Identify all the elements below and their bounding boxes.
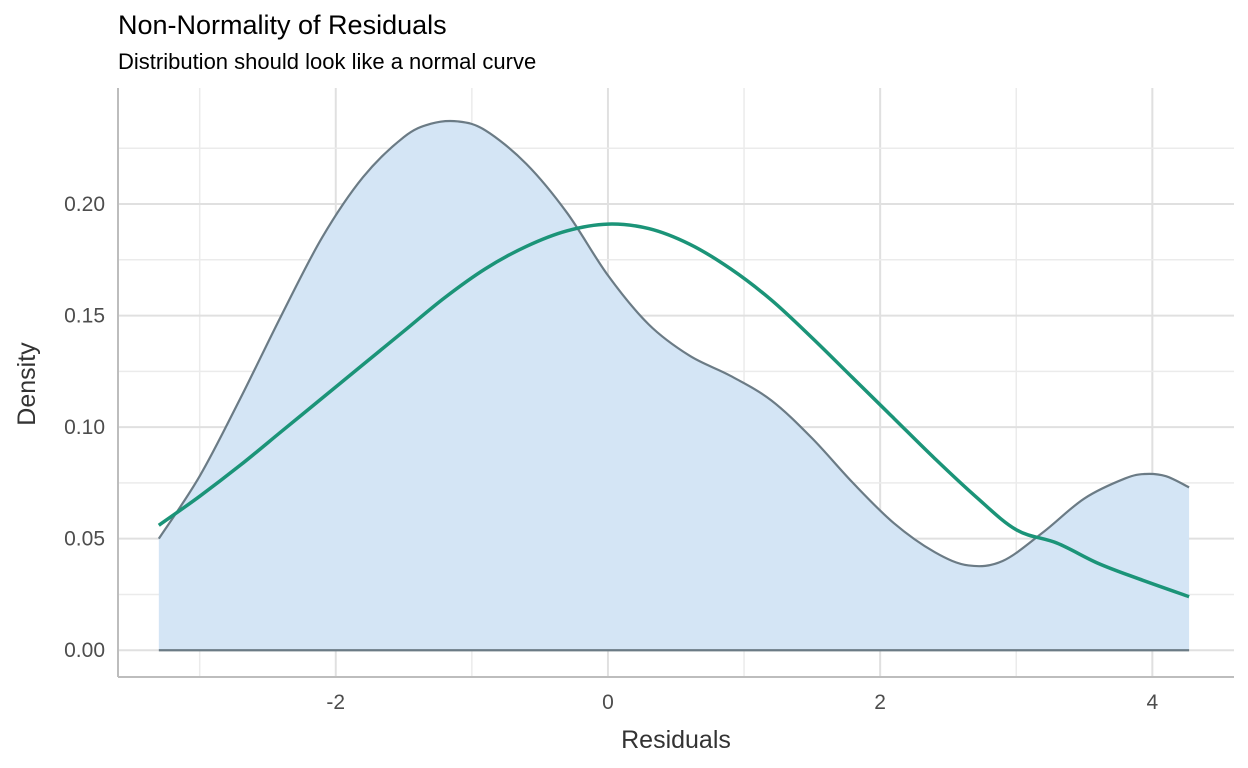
density-area <box>158 120 1190 651</box>
x-tick-label: 2 <box>874 691 886 714</box>
x-axis-title: Residuals <box>621 726 731 754</box>
y-tick-label: 0.20 <box>64 193 105 216</box>
y-tick-label: 0.00 <box>64 639 105 662</box>
x-tick-label: 4 <box>1146 691 1158 714</box>
y-tick-label: 0.15 <box>64 305 105 328</box>
curve-lines-layer <box>157 119 1190 652</box>
y-axis-title: Density <box>13 342 41 426</box>
y-tick-label: 0.05 <box>64 528 105 551</box>
chart-title: Non-Normality of Residuals <box>118 10 447 40</box>
normal-curve <box>157 222 1190 599</box>
density-curve <box>157 119 1190 568</box>
x-tick-label: -2 <box>326 691 345 714</box>
axes <box>117 88 1234 678</box>
y-tick-label: 0.10 <box>64 416 105 439</box>
chart-subtitle: Distribution should look like a normal c… <box>118 49 536 74</box>
x-tick-label: 0 <box>602 691 614 714</box>
density-area-layer <box>158 120 1190 651</box>
tick-labels: -2 0 2 4 0.00 0.05 0.10 0.15 0.20 <box>64 193 1158 714</box>
